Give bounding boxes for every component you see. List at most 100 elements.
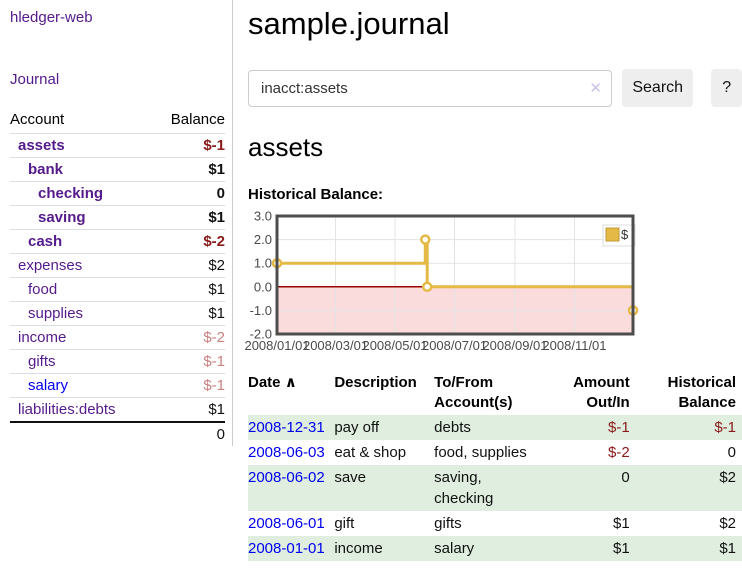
account-name-cell: liabilities:debts <box>10 398 152 423</box>
clear-search-icon[interactable]: ✕ <box>589 79 602 97</box>
account-row: assets $-1 <box>10 133 225 158</box>
account-row: bank $1 <box>10 157 225 182</box>
x-axis-tick-label: 2008/05/01 <box>362 338 427 353</box>
account-row: income $-2 <box>10 325 225 350</box>
data-point-marker <box>420 234 431 245</box>
account-row: saving $1 <box>10 205 225 230</box>
transaction-amount: 0 <box>621 469 630 486</box>
account-balance: $-1 <box>203 137 225 154</box>
transaction-description: pay off <box>334 419 380 436</box>
accounts-header-row: Account Balance <box>10 108 225 134</box>
account-link[interactable]: checking <box>38 185 104 202</box>
transaction-balance: $-1 <box>714 419 736 436</box>
account-link[interactable]: expenses <box>18 257 83 274</box>
account-link[interactable]: salary <box>28 377 69 394</box>
x-axis-tick-label: 2008/01/01 <box>244 338 309 353</box>
account-link[interactable]: supplies <box>28 305 84 322</box>
account-row: checking 0 <box>10 181 225 206</box>
transaction-balance: $2 <box>719 515 736 532</box>
transaction-balance: $1 <box>719 540 736 557</box>
accounts-table: Account Balance assets $-1 bank $1 checking 0… <box>10 108 225 446</box>
y-axis-tick-label: -2.0 <box>250 327 272 342</box>
search-input[interactable] <box>248 69 612 107</box>
register-header-row: Date ∧ Description To/From Account(s) Am… <box>248 371 742 415</box>
x-axis-tick-label: 2008/11/01 <box>542 338 606 353</box>
transaction-date-cell: 2008-06-02 <box>248 465 334 511</box>
accounts-header-account: Account <box>10 111 65 128</box>
transaction-description: save <box>334 469 366 486</box>
register-header-description: Description <box>334 374 417 391</box>
register-header-date[interactable]: Date ∧ <box>248 374 297 391</box>
account-row: gifts $-1 <box>10 349 225 374</box>
accounts-header-balance: Balance <box>170 111 225 128</box>
x-axis-tick-label: 2008/07/01 <box>422 338 487 353</box>
transaction-description: income <box>334 540 383 557</box>
accounts-table-body: assets $-1 bank $1 checking 0 saving $1 cash $-2 e… <box>10 133 225 423</box>
transaction-description: gift <box>334 515 355 532</box>
transaction-date-link[interactable]: 2008-06-02 <box>248 469 325 486</box>
x-axis-tick-label: 2008/03/01 <box>303 338 368 353</box>
account-link[interactable]: liabilities:debts <box>18 401 116 418</box>
transaction-accounts: debts <box>434 419 471 436</box>
page-title: sample.journal <box>248 6 450 41</box>
transaction-date-cell: 2008-06-03 <box>248 440 334 465</box>
register-table: Date ∧ Description To/From Account(s) Am… <box>248 371 742 561</box>
brand-link[interactable]: hledger-web <box>10 9 93 26</box>
transaction-row: 2008-06-03 eat & shop food, supplies $-2 0 <box>248 440 742 465</box>
y-axis-tick-label: 3.0 <box>254 209 272 224</box>
y-axis-tick-label: -1.0 <box>250 303 272 318</box>
account-link[interactable]: bank <box>28 161 64 178</box>
account-balance: $1 <box>208 161 225 178</box>
main-content: sample.journal ✕ Search ? assets Histori… <box>244 0 742 561</box>
account-link[interactable]: cash <box>28 233 63 250</box>
register-header-amount: Amount Out/In <box>573 374 630 411</box>
transaction-row: 2008-06-01 gift gifts $1 $2 <box>248 511 742 536</box>
account-name-cell: assets <box>10 134 152 158</box>
transaction-row: 2008-12-31 pay off debts $-1 $-1 <box>248 415 742 440</box>
account-link[interactable]: income <box>18 329 67 346</box>
accounts-total-row: 0 <box>10 422 225 446</box>
transaction-amount: $1 <box>613 515 630 532</box>
account-balance: $1 <box>208 209 225 226</box>
sidebar-item-journal[interactable]: Journal <box>10 71 60 88</box>
transaction-row: 2008-06-02 save saving, checking 0 $2 <box>248 465 742 511</box>
transaction-balance: $2 <box>719 469 736 486</box>
chart-border <box>275 214 635 336</box>
transaction-accounts: food, supplies <box>434 444 527 461</box>
sort-ascending-icon: ∧ <box>284 374 297 391</box>
transaction-date-cell: 2008-01-01 <box>248 536 334 561</box>
transaction-amount: $-1 <box>608 419 630 436</box>
account-link[interactable]: gifts <box>28 353 56 370</box>
account-link[interactable]: saving <box>38 209 86 226</box>
account-balance: $-1 <box>203 353 225 370</box>
transaction-balance: 0 <box>727 444 736 461</box>
transaction-date-link[interactable]: 2008-12-31 <box>248 419 325 436</box>
sidebar: hledger-web Journal Account Balance asse… <box>0 0 233 446</box>
account-name-cell: cash <box>10 230 152 254</box>
account-balance: $1 <box>208 401 225 418</box>
y-axis-tick-label: 1.0 <box>254 256 272 271</box>
transaction-date-link[interactable]: 2008-06-01 <box>248 515 325 532</box>
transaction-date-link[interactable]: 2008-06-03 <box>248 444 325 461</box>
search-form: ✕ Search ? <box>248 69 742 107</box>
account-name-cell: salary <box>10 374 152 398</box>
account-link[interactable]: food <box>28 281 58 298</box>
account-name-cell: food <box>10 278 152 302</box>
transaction-accounts: salary <box>434 540 475 557</box>
account-balance: $1 <box>208 305 225 322</box>
search-button[interactable]: Search <box>622 69 694 107</box>
account-link[interactable]: assets <box>18 137 65 154</box>
account-name-cell: gifts <box>10 350 152 374</box>
help-button[interactable]: ? <box>711 69 742 107</box>
account-name-cell: supplies <box>10 302 152 326</box>
register-table-body: 2008-12-31 pay off debts $-1 $-1 2008-06-03 ea… <box>248 415 742 561</box>
account-row: salary $-1 <box>10 373 225 398</box>
account-balance: $-1 <box>203 377 225 394</box>
transaction-date-link[interactable]: 2008-01-01 <box>248 540 325 557</box>
account-row: cash $-2 <box>10 229 225 254</box>
account-row: supplies $1 <box>10 301 225 326</box>
transaction-amount: $-2 <box>608 444 630 461</box>
account-balance: 0 <box>216 185 225 202</box>
account-balance: $-2 <box>203 233 225 250</box>
